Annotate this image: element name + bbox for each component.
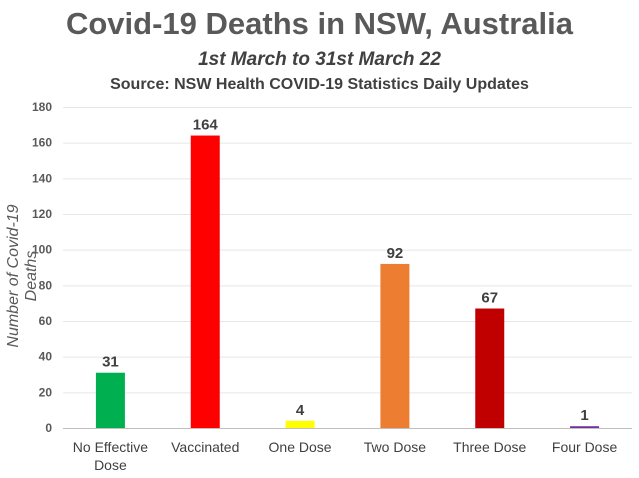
data-label: 164 [193,117,219,134]
chart-subtitle: 1st March to 31st March 22 [198,49,441,70]
y-tick-label: 60 [39,314,53,328]
data-label: 67 [481,290,498,307]
chart-source: Source: NSW Health COVID-19 Statistics D… [110,76,529,93]
data-label: 1 [580,407,588,424]
bar [475,308,505,428]
chart-title: Covid-19 Deaths in NSW, Australia [65,6,574,41]
y-tick-label: 80 [39,278,53,292]
y-tick-label: 140 [32,171,52,185]
x-tick-label: No Effective [73,439,148,455]
y-tick-label: 100 [32,243,52,257]
data-label: 31 [102,354,119,371]
x-tick-label: Four Dose [552,439,618,455]
y-tick-label: 0 [45,421,52,435]
y-tick-label: 40 [39,350,53,364]
bar [380,263,410,428]
y-tick-label: 20 [39,385,53,399]
bar [95,372,125,428]
data-label: 4 [296,402,305,419]
x-tick-label: Two Dose [364,439,426,455]
y-tick-label: 160 [32,136,52,150]
bar [190,135,220,429]
x-tick-label: One Dose [269,439,332,455]
bar [570,426,600,428]
y-tick-label: 120 [32,207,52,221]
x-tick-label: Dose [94,457,127,473]
bar [285,420,315,428]
x-tick-label: Three Dose [453,439,526,455]
data-label: 92 [387,245,404,262]
x-tick-label: Vaccinated [171,439,239,455]
y-tick-label: 180 [32,100,52,114]
